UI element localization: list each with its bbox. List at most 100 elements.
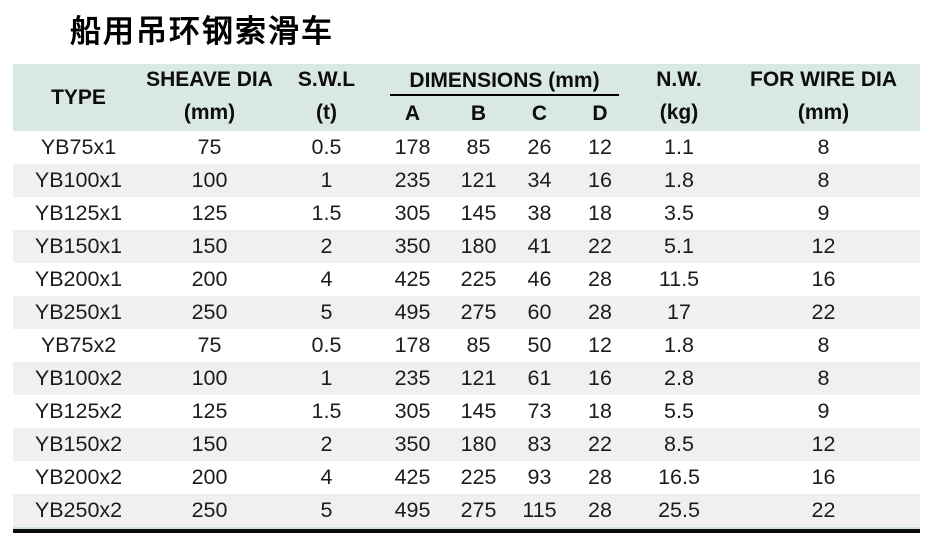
- table-header: TYPE SHEAVE DIA (mm) S.W.L (t) DIMENSION…: [13, 64, 920, 131]
- cell-dim-b: 225: [447, 263, 510, 296]
- table-body: YB75x1 75 0.5 178 85 26 12 1.1 8 YB100x1…: [13, 131, 920, 529]
- cell-swl: 1: [275, 164, 378, 197]
- cell-sheave-dia: 100: [144, 164, 275, 197]
- cell-type: YB200x1: [13, 263, 144, 296]
- cell-nw: 16.5: [631, 461, 727, 494]
- column-header-nw-label: N.W.: [656, 68, 702, 91]
- cell-dim-a: 350: [378, 230, 447, 263]
- cell-dim-d: 22: [569, 428, 631, 461]
- column-header-sheave-dia: SHEAVE DIA (mm): [144, 64, 275, 131]
- header-row-main: TYPE SHEAVE DIA (mm) S.W.L (t) DIMENSION…: [13, 64, 920, 131]
- cell-nw: 17: [631, 296, 727, 329]
- cell-sheave-dia: 75: [144, 131, 275, 164]
- cell-dim-b: 225: [447, 461, 510, 494]
- cell-type: YB75x2: [13, 329, 144, 362]
- cell-dim-c: 26: [510, 131, 569, 164]
- cell-type: YB75x1: [13, 131, 144, 164]
- cell-sheave-dia: 200: [144, 461, 275, 494]
- cell-dim-b: 85: [447, 131, 510, 164]
- cell-dim-c: 83: [510, 428, 569, 461]
- cell-swl: 4: [275, 263, 378, 296]
- cell-type: YB200x2: [13, 461, 144, 494]
- cell-dim-b: 85: [447, 329, 510, 362]
- table-row: YB150x1 150 2 350 180 41 22 5.1 12: [13, 230, 920, 263]
- cell-dim-d: 16: [569, 362, 631, 395]
- column-header-dim-c: C: [510, 96, 569, 131]
- cell-nw: 8.5: [631, 428, 727, 461]
- column-header-nw-unit: (kg): [659, 101, 699, 124]
- cell-wire-dia: 8: [727, 362, 920, 395]
- cell-sheave-dia: 125: [144, 197, 275, 230]
- cell-dim-b: 275: [447, 296, 510, 329]
- cell-dim-a: 235: [378, 164, 447, 197]
- column-group-dimensions-label: DIMENSIONS (mm): [390, 67, 619, 96]
- cell-nw: 5.5: [631, 395, 727, 428]
- cell-sheave-dia: 150: [144, 230, 275, 263]
- cell-nw: 11.5: [631, 263, 727, 296]
- column-header-wire-dia: FOR WIRE DIA (mm): [727, 64, 920, 131]
- table-row: YB200x1 200 4 425 225 46 28 11.5 16: [13, 263, 920, 296]
- cell-sheave-dia: 75: [144, 329, 275, 362]
- cell-dim-c: 34: [510, 164, 569, 197]
- cell-dim-c: 38: [510, 197, 569, 230]
- cell-dim-c: 115: [510, 494, 569, 529]
- column-header-nw: N.W. (kg): [631, 64, 727, 131]
- cell-dim-b: 121: [447, 362, 510, 395]
- column-header-sheave-dia-unit: (mm): [183, 101, 236, 124]
- cell-dim-a: 350: [378, 428, 447, 461]
- column-header-type-label: TYPE: [51, 85, 106, 109]
- column-header-wire-dia-label: FOR WIRE DIA: [750, 68, 897, 91]
- cell-dim-a: 178: [378, 329, 447, 362]
- cell-wire-dia: 9: [727, 197, 920, 230]
- cell-swl: 0.5: [275, 329, 378, 362]
- cell-dim-d: 22: [569, 230, 631, 263]
- column-group-dimensions: DIMENSIONS (mm): [378, 64, 631, 96]
- cell-sheave-dia: 150: [144, 428, 275, 461]
- cell-dim-a: 305: [378, 395, 447, 428]
- cell-type: YB100x1: [13, 164, 144, 197]
- column-header-dim-b: B: [447, 96, 510, 131]
- cell-dim-a: 495: [378, 494, 447, 529]
- table-row: YB150x2 150 2 350 180 83 22 8.5 12: [13, 428, 920, 461]
- cell-wire-dia: 12: [727, 428, 920, 461]
- cell-nw: 5.1: [631, 230, 727, 263]
- header-row-dimension-subs: A B C D: [13, 96, 920, 131]
- cell-dim-d: 28: [569, 263, 631, 296]
- cell-type: YB100x2: [13, 362, 144, 395]
- spec-table-container: TYPE SHEAVE DIA (mm) S.W.L (t) DIMENSION…: [13, 64, 920, 533]
- cell-dim-c: 41: [510, 230, 569, 263]
- cell-nw: 1.1: [631, 131, 727, 164]
- cell-dim-b: 180: [447, 428, 510, 461]
- cell-dim-b: 121: [447, 164, 510, 197]
- cell-wire-dia: 16: [727, 263, 920, 296]
- cell-wire-dia: 22: [727, 494, 920, 529]
- cell-swl: 2: [275, 230, 378, 263]
- cell-dim-d: 28: [569, 296, 631, 329]
- column-header-wire-dia-unit: (mm): [797, 101, 850, 124]
- cell-dim-b: 145: [447, 197, 510, 230]
- cell-dim-a: 495: [378, 296, 447, 329]
- cell-dim-a: 305: [378, 197, 447, 230]
- cell-wire-dia: 8: [727, 164, 920, 197]
- cell-dim-a: 235: [378, 362, 447, 395]
- table-row: YB250x1 250 5 495 275 60 28 17 22: [13, 296, 920, 329]
- cell-dim-c: 93: [510, 461, 569, 494]
- cell-dim-c: 60: [510, 296, 569, 329]
- cell-sheave-dia: 100: [144, 362, 275, 395]
- cell-type: YB250x2: [13, 494, 144, 529]
- table-row: YB100x2 100 1 235 121 61 16 2.8 8: [13, 362, 920, 395]
- cell-swl: 1.5: [275, 197, 378, 230]
- cell-dim-d: 18: [569, 197, 631, 230]
- page-title: 船用吊环钢索滑车: [70, 14, 334, 49]
- cell-nw: 1.8: [631, 164, 727, 197]
- cell-swl: 2: [275, 428, 378, 461]
- cell-sheave-dia: 200: [144, 263, 275, 296]
- cell-dim-d: 28: [569, 494, 631, 529]
- column-header-dim-d: D: [569, 96, 631, 131]
- cell-nw: 3.5: [631, 197, 727, 230]
- table-row: YB125x2 125 1.5 305 145 73 18 5.5 9: [13, 395, 920, 428]
- cell-type: YB150x1: [13, 230, 144, 263]
- cell-dim-b: 180: [447, 230, 510, 263]
- column-header-dim-a: A: [378, 96, 447, 131]
